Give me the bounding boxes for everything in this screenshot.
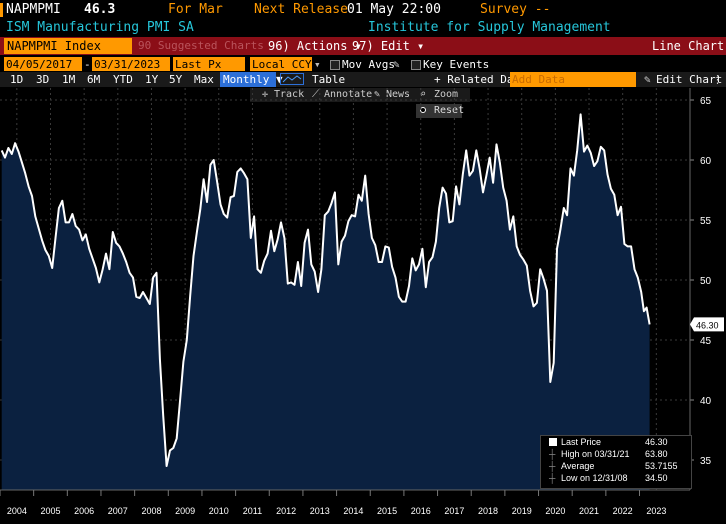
currency-dropdown-icon[interactable]: ▾ — [314, 58, 321, 71]
news-button[interactable]: News — [386, 89, 411, 100]
pmi-chart[interactable]: 35 40 45 50 55 60 65 2004 2005 2006 2007 2008 2009 20… — [0, 88, 726, 524]
command-bar: NAPMPMI Index 90 Suggested Charts 96) Ac… — [0, 37, 726, 55]
x-tick-label: 2006 — [74, 506, 94, 516]
field-select[interactable]: Last Px — [173, 57, 245, 71]
chart-type-title: Line Chart — [652, 39, 725, 53]
x-tick-label: 2015 — [377, 506, 397, 516]
x-tick-label: 2011 — [243, 506, 262, 516]
date-toolbar: 04/05/2017 - 03/31/2023 Last Px Local CC… — [4, 57, 490, 71]
survey-label: Survey -- — [480, 2, 551, 17]
series-area — [1, 114, 650, 491]
range-3d[interactable]: 3D — [36, 73, 50, 86]
legend-row: ┼ Low on 12/31/08 34.50 — [549, 473, 668, 483]
reset-button[interactable]: Reset — [416, 104, 464, 118]
x-tick-label: 2019 — [512, 506, 532, 516]
x-tick-label: 2022 — [613, 506, 633, 516]
last-value-label: 46.30 — [696, 320, 719, 330]
chart-tools: ✛ Track ⟋ Annotate ✎ News ⌕ Zoom — [250, 88, 470, 102]
range-6m[interactable]: 6M — [87, 73, 101, 86]
x-tick-label: 2005 — [40, 506, 60, 516]
x-tick-label: 2020 — [545, 506, 565, 516]
end-date-input[interactable]: 03/31/2023 — [92, 57, 170, 71]
range-5y[interactable]: 5Y — [169, 73, 183, 86]
x-tick-label: 2007 — [108, 506, 128, 516]
add-data-input[interactable]: Add Data — [510, 72, 636, 87]
mov-avgs-label: Mov Avgs — [342, 58, 395, 71]
edit-menu[interactable]: 97) Edit ▾ — [352, 39, 425, 53]
ticker[interactable]: NAPMPMI — [6, 2, 61, 17]
range-1y[interactable]: 1Y — [145, 73, 159, 86]
y-tick-label: 60 — [700, 156, 712, 167]
currency-select[interactable]: Local CCY — [250, 57, 312, 71]
line-chart-icon[interactable] — [280, 73, 304, 85]
annotate-icon[interactable]: ⟋ — [312, 89, 319, 100]
x-tick-label: 2008 — [141, 506, 161, 516]
current-value: 46.3 — [84, 2, 116, 17]
range-ytd[interactable]: YTD — [113, 73, 133, 86]
range-toolbar: 1D 3D 1M 6M YTD 1Y 5Y Max Monthly ▼ Tabl… — [0, 72, 726, 87]
related-data-button[interactable]: + Related Dat — [434, 73, 521, 86]
header-row: NAPMPMI 46.3 For Mar Next Release 01 May… — [0, 0, 726, 19]
last-value-tag — [690, 317, 724, 332]
legend-swatch — [549, 438, 557, 446]
news-icon[interactable]: ✎ — [374, 89, 381, 100]
y-tick-label: 45 — [700, 336, 712, 347]
x-tick-label: 2012 — [276, 506, 296, 516]
track-button[interactable]: Track — [274, 89, 305, 100]
y-tick-label: 40 — [700, 396, 712, 407]
x-tick-label: 2018 — [478, 506, 498, 516]
range-1m[interactable]: 1M — [62, 73, 76, 86]
x-tick-label: 2023 — [646, 506, 666, 516]
y-tick-label: 55 — [700, 216, 712, 227]
edit-chart-pencil-icon[interactable]: ✎ — [644, 73, 651, 86]
more-options-icon[interactable]: ⋮ — [712, 73, 723, 86]
frequency-select[interactable]: Monthly ▼ — [220, 72, 283, 87]
x-tick-label: 2016 — [411, 506, 431, 516]
y-tick-label: 35 — [700, 456, 712, 467]
security-field[interactable]: NAPMPMI Index — [4, 38, 132, 54]
next-release-label: Next Release — [254, 2, 348, 17]
zoom-button[interactable]: Zoom — [434, 89, 459, 100]
next-release-value: 01 May 22:00 — [347, 2, 441, 17]
x-tick-label: 2017 — [444, 506, 464, 516]
actions-menu[interactable]: 96) Actions ▾ — [268, 39, 362, 53]
key-events-checkbox[interactable] — [411, 60, 421, 70]
x-tick-label: 2009 — [175, 506, 195, 516]
mov-avgs-checkbox[interactable] — [330, 60, 340, 70]
zoom-icon[interactable]: ⌕ — [420, 89, 427, 100]
x-tick-label: 2004 — [7, 506, 27, 516]
track-icon[interactable]: ✛ — [262, 89, 269, 100]
y-tick-label: 50 — [700, 276, 712, 287]
y-tick-label: 65 — [700, 96, 712, 107]
table-button[interactable]: Table — [312, 73, 346, 86]
edit-chart-button[interactable]: Edit Chart — [656, 73, 723, 86]
key-events-label: Key Events — [423, 58, 490, 71]
legend-row: Last Price 46.30 — [541, 436, 691, 448]
range-max[interactable]: Max — [194, 73, 214, 86]
ticker-marker — [0, 3, 3, 17]
x-tick-label: 2021 — [579, 506, 599, 516]
subheader-row: ISM Manufacturing PMI SA Institute for S… — [0, 19, 726, 36]
annotate-button[interactable]: Annotate — [324, 89, 373, 100]
for-period: For Mar — [168, 2, 223, 17]
start-date-input[interactable]: 04/05/2017 — [4, 57, 82, 71]
legend-row: ┼ High on 03/31/21 63.80 — [549, 449, 668, 459]
range-1d[interactable]: 1D — [10, 73, 24, 86]
x-tick-label: 2010 — [209, 506, 229, 516]
x-tick-label: 2013 — [310, 506, 330, 516]
legend-row: ┼ Average 53.7155 — [549, 461, 678, 471]
suggested-charts-button[interactable]: 90 Suggested Charts — [138, 39, 264, 52]
security-name: ISM Manufacturing PMI SA — [6, 20, 194, 35]
legend-box: Last Price 46.30 ┼ High on 03/31/21 63.8… — [540, 435, 692, 489]
pencil-icon[interactable]: ✎ — [393, 58, 400, 71]
series-line — [0, 113, 651, 467]
x-tick-label: 2014 — [343, 506, 363, 516]
source-name: Institute for Supply Management — [368, 20, 611, 35]
